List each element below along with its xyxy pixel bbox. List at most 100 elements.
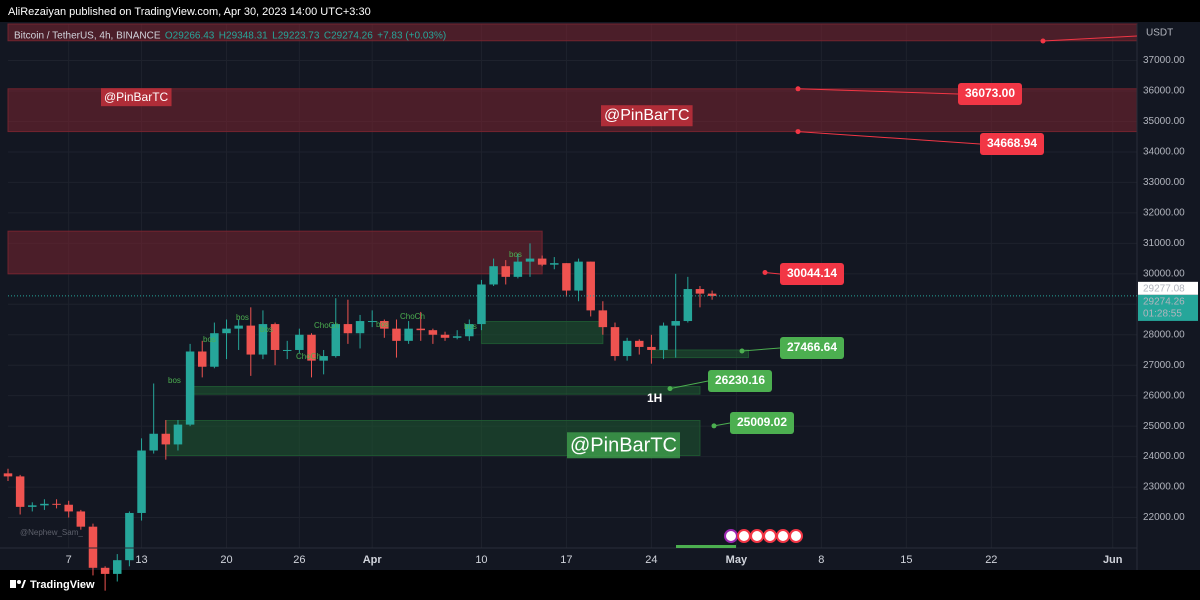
candle-body (270, 324, 280, 350)
level-anchor (762, 269, 768, 275)
ohlc-value: +7.83 (+0.03%) (377, 31, 446, 42)
candle-body (185, 351, 195, 425)
last-price-box (1138, 294, 1198, 321)
y-tick-label: 27000.00 (1143, 360, 1185, 371)
countdown: 01:28:55 (1143, 309, 1182, 320)
candle-body (574, 261, 583, 291)
candle-body (452, 336, 462, 338)
y-tick-label: 31000.00 (1143, 238, 1185, 249)
watermark: @PinBarTC (104, 90, 169, 104)
candle-body (489, 266, 498, 285)
symbol: Bitcoin / TetherUS, 4h, BINANCE (14, 31, 161, 42)
level-box (958, 83, 1022, 105)
level-box (980, 133, 1044, 155)
candle-body (331, 324, 341, 357)
level-label: 36073.00 (965, 86, 1015, 100)
structure-label: bos (236, 313, 249, 322)
y-tick-label: 23000.00 (1143, 482, 1185, 493)
y-tick-label: 33000.00 (1143, 177, 1185, 188)
candle-body (197, 351, 207, 367)
candle-body (513, 261, 523, 277)
level-leader (741, 347, 781, 352)
level-box (708, 370, 772, 392)
top-line (1042, 35, 1138, 42)
zone (7, 88, 1138, 133)
candle-body (550, 263, 559, 265)
candle-body (64, 504, 73, 512)
level-anchor (795, 129, 801, 135)
candle-body (477, 284, 486, 325)
candle-body (465, 324, 474, 337)
candle-body (695, 289, 705, 294)
publish-info: AliRezaiyan published on TradingView.com… (8, 6, 371, 18)
candle-body (440, 334, 450, 338)
candle-body (537, 258, 547, 265)
candle-body (100, 567, 110, 574)
candle-body (234, 325, 243, 329)
candle-body (355, 321, 365, 334)
candle-body (222, 328, 231, 334)
structure-label: bos (464, 322, 477, 331)
candle-body (246, 325, 256, 355)
level-label: 26230.16 (715, 373, 765, 387)
footer-bar (0, 570, 1200, 600)
level-anchor (795, 86, 801, 92)
candle-body (28, 505, 37, 507)
candle-body (210, 333, 219, 367)
watermark-box (567, 432, 680, 459)
y-tick-label: 36000.00 (1143, 86, 1185, 97)
y-tick-label: 22000.00 (1143, 512, 1185, 523)
level-label: 25009.02 (737, 415, 787, 429)
ohlc-value: O29266.43 (165, 31, 215, 42)
level-label: 34668.94 (987, 136, 1037, 150)
candle-body (282, 349, 292, 351)
candle-body (525, 258, 535, 262)
timeframe-note: 1H (647, 391, 662, 405)
y-tick-label: 24000.00 (1143, 451, 1185, 462)
y-tick-label: 35000.00 (1143, 116, 1185, 127)
level-box (730, 412, 794, 434)
x-tick-label: 7 (66, 554, 72, 566)
candle-body (319, 356, 328, 361)
candle-body (149, 433, 158, 451)
y-tick-label: 25000.00 (1143, 421, 1185, 432)
y-tick-label: 34000.00 (1143, 147, 1185, 158)
watermark: @PinBarTC (604, 107, 690, 124)
structure-label: bos (376, 320, 389, 329)
level-leader (797, 131, 981, 145)
structure-label: bos (260, 325, 273, 334)
event-icon (750, 529, 764, 543)
ohlc-value: C29274.26 (324, 31, 373, 42)
watermark-box (601, 105, 693, 127)
header-bar (0, 0, 1200, 22)
watermark-box (101, 88, 172, 107)
y-tick-label: 26000.00 (1143, 390, 1185, 401)
candle-body (125, 512, 134, 561)
event-icon (763, 529, 777, 543)
structure-label: bos (168, 376, 181, 385)
level-leader (713, 422, 731, 427)
candle-body (622, 340, 632, 357)
prev-close-label: 29277.08 (1143, 283, 1185, 294)
candle-body (635, 340, 644, 347)
candle-body (367, 321, 377, 323)
x-tick-label: 24 (645, 554, 657, 566)
candle-body (404, 328, 413, 341)
zone (480, 320, 604, 345)
candle-body (307, 334, 316, 361)
candle-body (659, 325, 668, 350)
candle-body (586, 261, 595, 311)
ohlc-value: L29223.73 (272, 31, 320, 42)
candle-body (598, 310, 608, 328)
x-tick-label: May (726, 554, 748, 566)
candle-body (501, 266, 510, 277)
candle-body (3, 473, 13, 477)
zone (7, 230, 543, 275)
candle-body (15, 476, 25, 507)
level-anchor (711, 423, 717, 429)
x-tick-label: 20 (220, 554, 232, 566)
candle-body (380, 321, 389, 329)
plot-area (3, 23, 1138, 591)
